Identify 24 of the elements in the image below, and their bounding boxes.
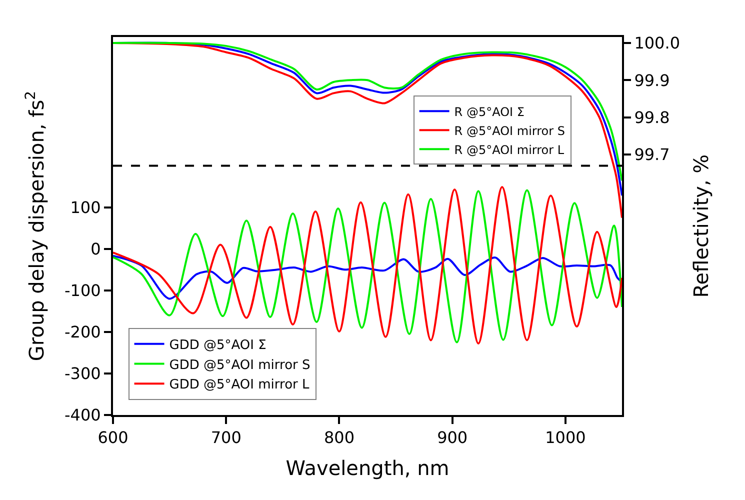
y2-tick-label: 99.9 (634, 70, 670, 90)
legend-label: R @5°AOI Σ (454, 104, 524, 119)
x-tick-label: 700 (210, 428, 242, 448)
y2-tick-label: 100.0 (634, 34, 680, 53)
legend-label: R @5°AOI mirror S (454, 124, 566, 138)
y-tick-label: -400 (64, 406, 101, 425)
legend-label: GDD @5°AOI mirror S (169, 358, 310, 373)
x-tick-label: 600 (98, 428, 128, 448)
x-axis-title: Wavelength, nm (286, 456, 450, 480)
x-tick-label: 800 (324, 428, 354, 448)
x-tick-label: 900 (437, 428, 468, 448)
legend-label: R @5°AOI mirror L (454, 142, 564, 157)
y-tick-label: -200 (64, 322, 101, 342)
x-tick-label: 1000 (545, 428, 586, 448)
y-tick-label: 0 (90, 239, 101, 258)
y-tick-label: 100 (70, 198, 101, 217)
y2-tick-label: 99.8 (634, 108, 670, 127)
y-tick-label: -100 (64, 280, 101, 300)
y2-axis-title: Reflectivity, % (689, 154, 714, 298)
legend-label: GDD @5°AOI mirror L (169, 378, 310, 393)
y-tick-label: -300 (64, 364, 101, 384)
legend-label: GDD @5°AOI Σ (169, 338, 266, 353)
line-series (113, 254, 622, 300)
y2-tick-label: 99.7 (634, 145, 670, 164)
